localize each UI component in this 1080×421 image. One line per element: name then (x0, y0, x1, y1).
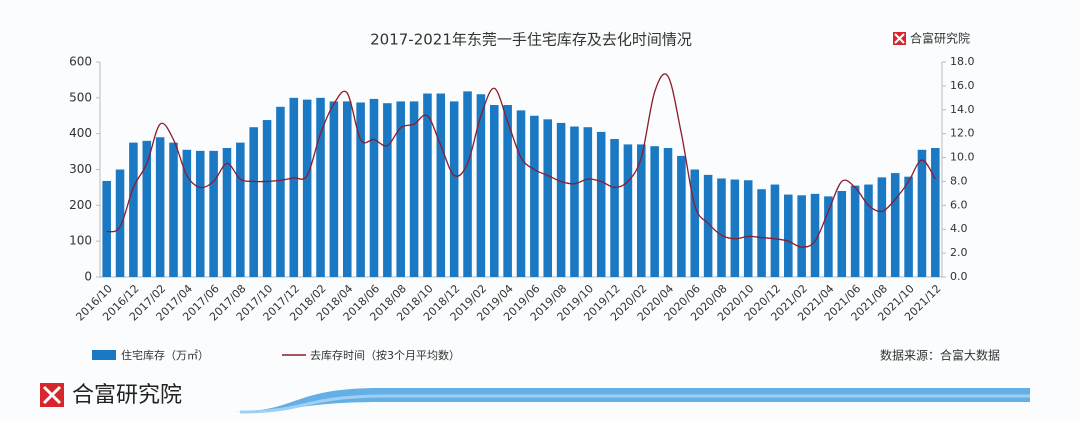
bar (770, 184, 780, 277)
bar (904, 176, 913, 277)
bar (556, 122, 566, 278)
legend-label: 住宅库存（万㎡） (121, 348, 209, 362)
bar (342, 101, 352, 278)
banner-swoosh (230, 388, 1030, 412)
bar (369, 98, 379, 278)
line (106, 73, 936, 248)
bar (476, 94, 486, 277)
chart-title: 2017-2021年东莞一手住宅库存及去化时间情况 (370, 31, 692, 49)
bar (115, 169, 125, 277)
bar (596, 131, 606, 277)
y-tick-label: 0 (84, 270, 92, 284)
bar (436, 93, 446, 278)
bar (663, 148, 673, 277)
legend-label: 去库存时间（按3个月平均数） (310, 348, 460, 362)
bar (249, 127, 258, 277)
bar (784, 194, 793, 277)
bar (690, 169, 700, 277)
y2-tick-label: 4.0 (950, 222, 968, 235)
y2-tick-label: 16.0 (950, 79, 975, 92)
top-logo: 合富研究院 (893, 31, 970, 46)
logo-mark (42, 385, 62, 405)
y-tick-label: 500 (69, 90, 92, 104)
bar (329, 101, 339, 278)
bar (449, 101, 459, 278)
bar (530, 115, 539, 277)
bar (289, 97, 299, 277)
bar (195, 150, 205, 277)
bar (637, 144, 646, 277)
bar (182, 149, 192, 277)
bar (677, 155, 686, 277)
y2-tick-label: 10.0 (950, 151, 975, 164)
bar (623, 144, 633, 277)
bar (316, 97, 325, 277)
bar (890, 173, 900, 277)
bar (703, 174, 713, 277)
bar (650, 146, 659, 277)
bar (383, 103, 392, 277)
y-tick-label: 200 (69, 198, 92, 212)
bar (931, 148, 940, 277)
bar (262, 120, 272, 277)
y2-tick-label: 18.0 (950, 55, 975, 68)
y2-tick-label: 14.0 (950, 103, 975, 116)
brand-text: 合富研究院 (910, 31, 970, 46)
y2-tick-label: 8.0 (950, 174, 968, 187)
bar (917, 149, 927, 277)
bar (797, 195, 806, 277)
y-tick-label: 300 (69, 162, 92, 176)
bar (583, 127, 593, 277)
y2-tick-label: 2.0 (950, 246, 968, 259)
legend: 住宅库存（万㎡） 去库存时间（按3个月平均数） (92, 348, 460, 362)
bar (877, 177, 887, 277)
bar (864, 184, 873, 277)
bar (409, 101, 419, 278)
bar (236, 142, 245, 277)
bar (757, 189, 766, 277)
bar (142, 140, 152, 277)
bar (356, 102, 365, 277)
bar (209, 150, 218, 277)
bar (717, 178, 726, 277)
bar (570, 126, 579, 277)
bar (302, 99, 312, 277)
bar (396, 101, 405, 278)
y2-tick-label: 6.0 (950, 198, 968, 211)
bar (837, 191, 847, 277)
y-tick-label: 100 (69, 234, 92, 248)
bar (850, 185, 860, 277)
bar (169, 142, 178, 277)
y-tick-label: 400 (69, 126, 92, 140)
source-note: 数据来源：合富大数据 (880, 348, 1000, 363)
bar (610, 139, 619, 277)
legend-swatch (92, 350, 116, 360)
bar (543, 119, 553, 277)
bar (222, 148, 232, 277)
bar (155, 137, 165, 277)
bar (489, 105, 499, 277)
bar (276, 106, 285, 278)
bar (423, 93, 432, 278)
bar (102, 180, 111, 277)
bar (824, 196, 833, 277)
bar (810, 193, 820, 277)
bar (516, 110, 526, 277)
logo-mark (894, 33, 905, 44)
brand-text: 合富研究院 (72, 383, 182, 408)
bar (129, 142, 138, 277)
bar (743, 180, 753, 277)
bar (730, 179, 740, 277)
bar (463, 91, 472, 277)
y2-tick-label: 12.0 (950, 127, 975, 140)
y2-tick-label: 0.0 (950, 270, 968, 283)
bar (503, 105, 512, 277)
footer-banner: 合富研究院 (40, 383, 1030, 414)
y-tick-label: 600 (69, 55, 92, 69)
banner-stripe (239, 394, 1030, 414)
